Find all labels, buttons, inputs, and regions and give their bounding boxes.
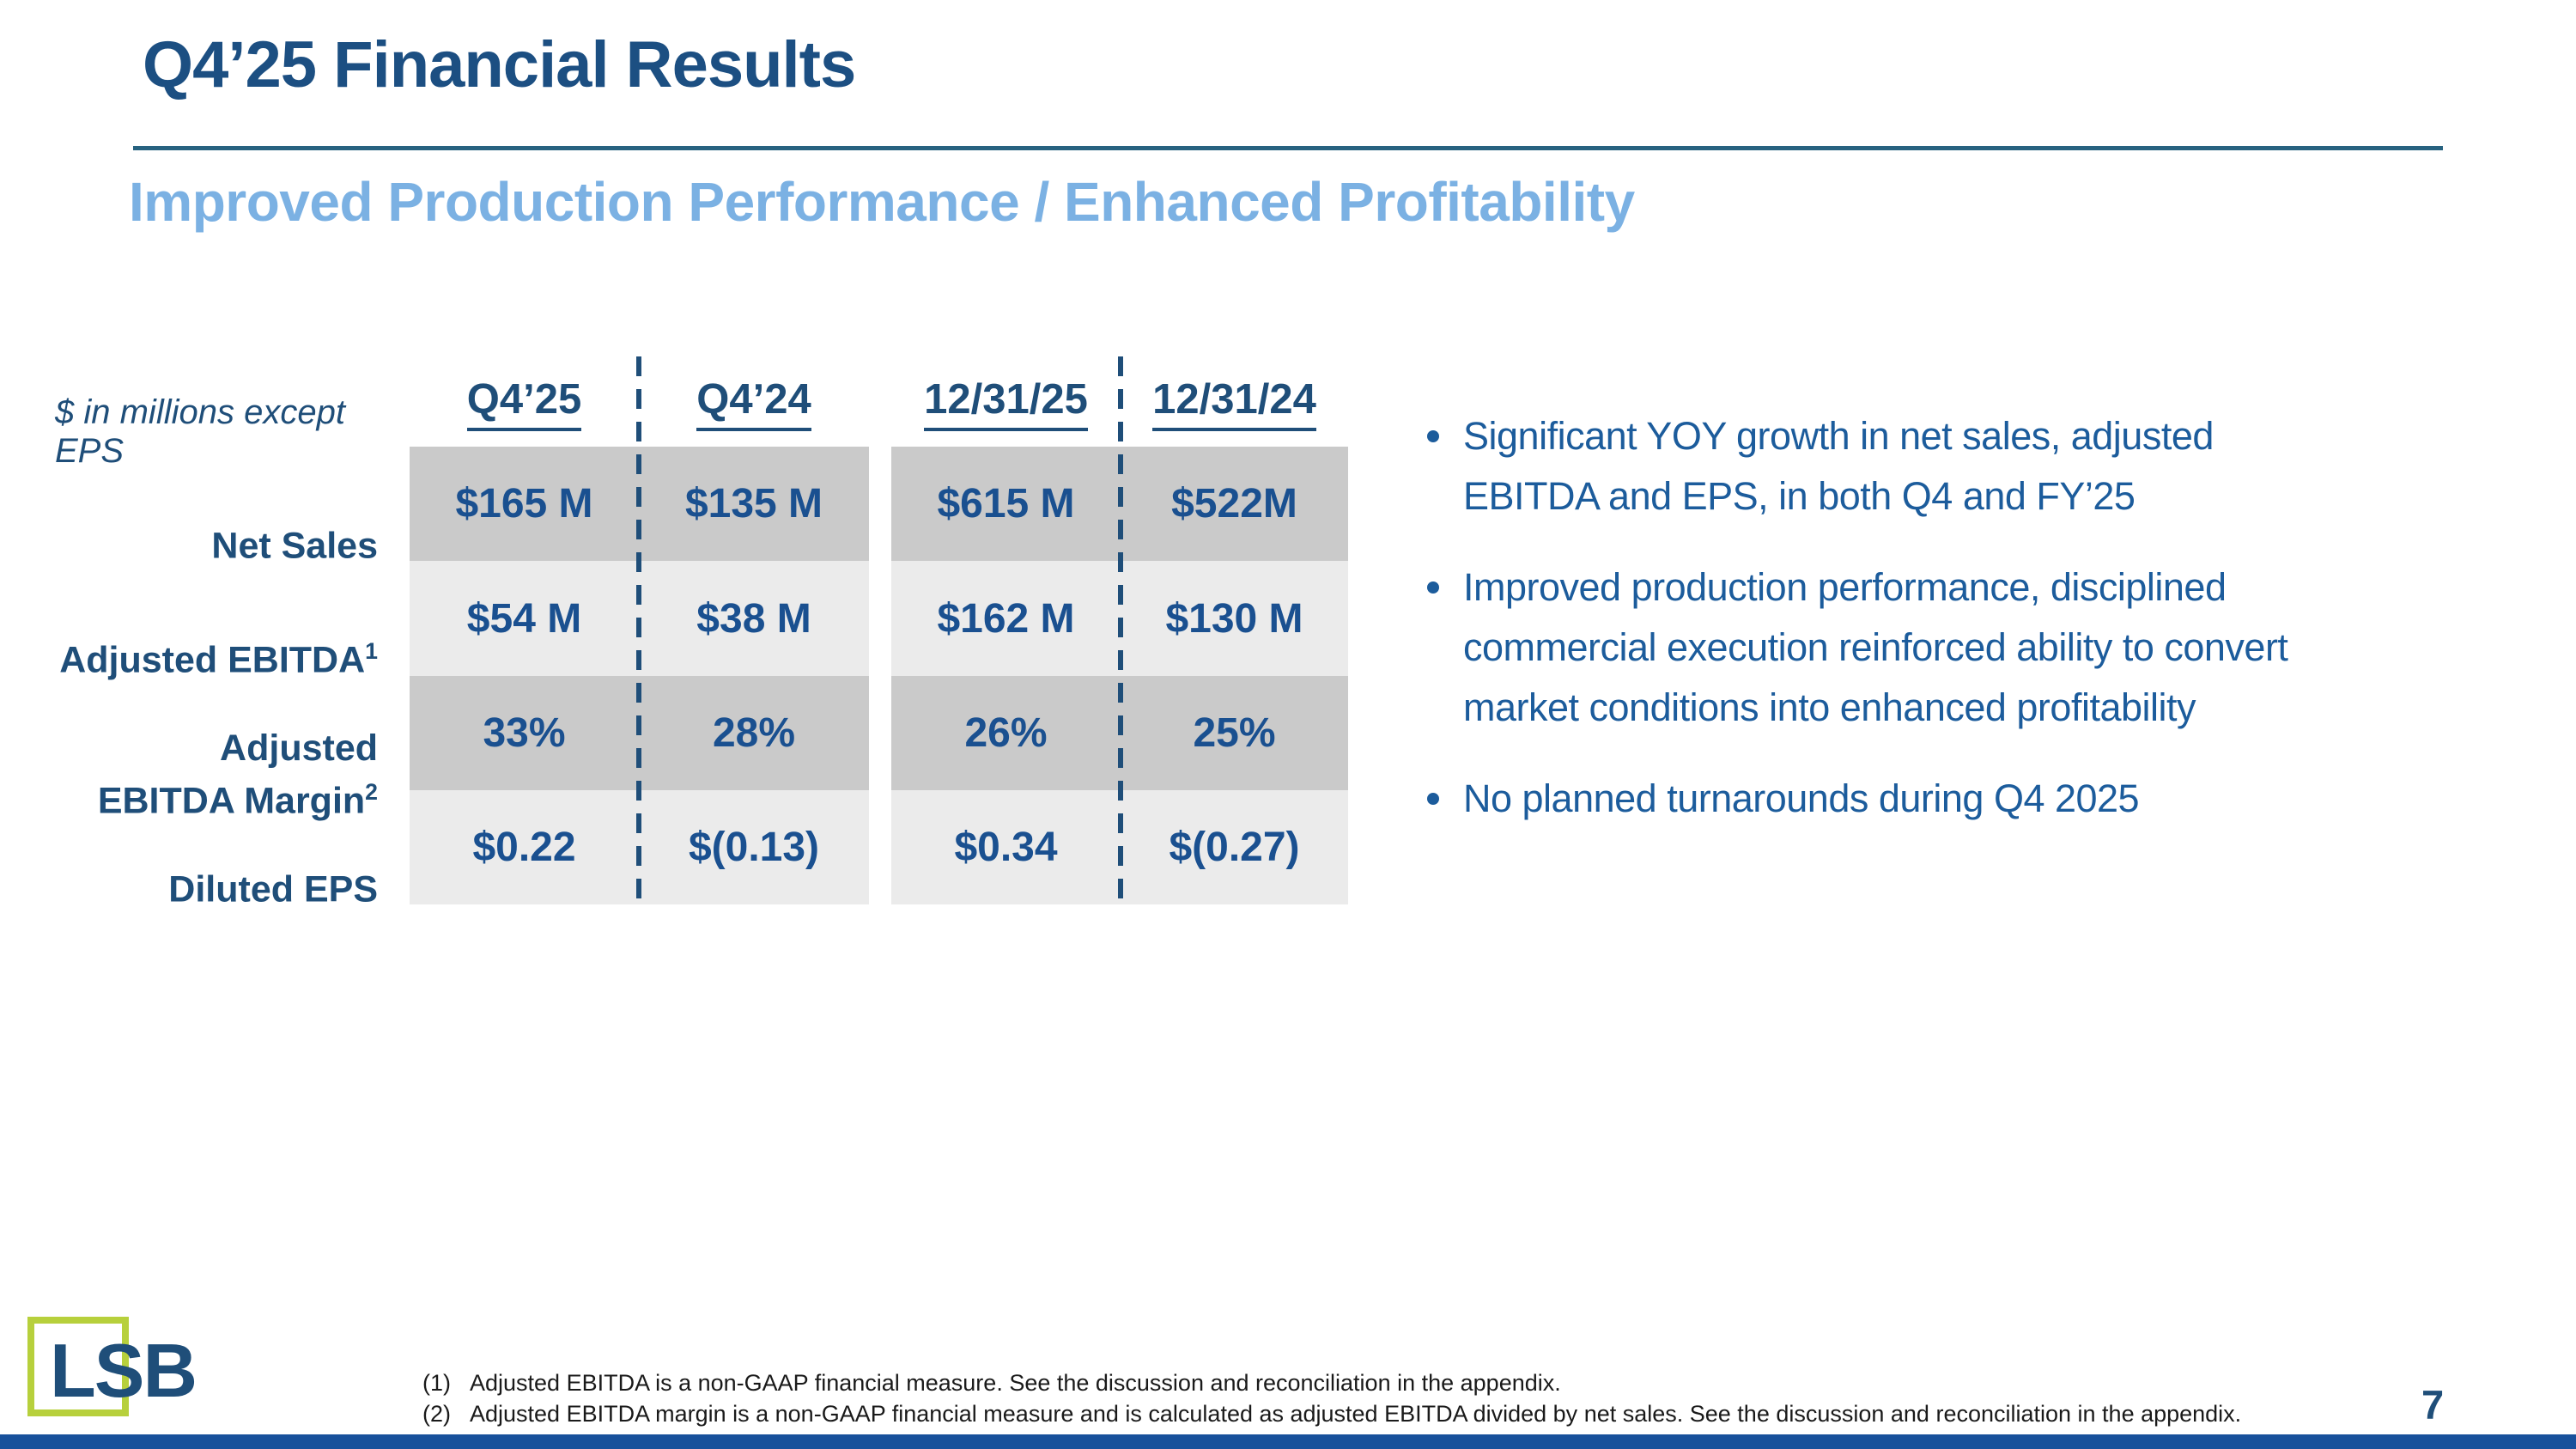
bullet-item: Significant YOY growth in net sales, adj… bbox=[1427, 406, 2500, 527]
table-value: $(0.13) bbox=[688, 825, 820, 870]
table-value: $38 M bbox=[696, 595, 811, 642]
table-value: $522M bbox=[1171, 481, 1297, 527]
table-value: $0.22 bbox=[472, 825, 576, 870]
table-value: $165 M bbox=[455, 481, 593, 527]
table-value: $130 M bbox=[1165, 595, 1303, 642]
row-label: Adjusted EBITDA Margin2 bbox=[97, 728, 378, 822]
bullet-item: No planned turnarounds during Q4 2025 bbox=[1427, 769, 2500, 829]
footnote-text: Adjusted EBITDA margin is a non-GAAP fin… bbox=[470, 1401, 2242, 1427]
page-title: Q4’25 Financial Results bbox=[143, 28, 856, 101]
bullet-text: No planned turnarounds during Q4 2025 bbox=[1463, 776, 2140, 820]
footnote-number: (1) bbox=[422, 1370, 451, 1396]
table-value: $162 M bbox=[937, 595, 1075, 642]
bullet-text: Improved production performance, discipl… bbox=[1463, 565, 2288, 729]
column-header: Q4’24 bbox=[639, 376, 869, 431]
row-label: Diluted EPS bbox=[168, 868, 378, 910]
dashed-divider bbox=[636, 356, 641, 899]
bullet-dot-icon bbox=[1427, 430, 1439, 442]
footnote: (1) Adjusted EBITDA is a non-GAAP financ… bbox=[422, 1367, 2241, 1398]
table-value: 33% bbox=[483, 710, 566, 756]
row-label: Net Sales bbox=[211, 525, 378, 567]
units-note: $ in millions except EPS bbox=[55, 393, 345, 470]
table-value: $135 M bbox=[684, 481, 823, 527]
footnotes: (1) Adjusted EBITDA is a non-GAAP financ… bbox=[422, 1367, 2241, 1429]
table-value: $0.34 bbox=[954, 825, 1058, 870]
table-value: 26% bbox=[964, 710, 1048, 756]
footnote: (2) Adjusted EBITDA margin is a non-GAAP… bbox=[422, 1398, 2241, 1429]
table-value: $54 M bbox=[466, 595, 582, 642]
subtitle: Improved Production Performance / Enhanc… bbox=[129, 171, 1635, 233]
lsb-logo: LSB bbox=[27, 1317, 251, 1428]
bullet-dot-icon bbox=[1427, 581, 1439, 594]
bullet-item: Improved production performance, discipl… bbox=[1427, 557, 2500, 738]
highlights-list: Significant YOY growth in net sales, adj… bbox=[1427, 406, 2500, 860]
dashed-divider bbox=[1118, 356, 1123, 899]
column-header: Q4’25 bbox=[410, 376, 639, 431]
table-value: $615 M bbox=[937, 481, 1075, 527]
column-header: 12/31/25 bbox=[891, 376, 1121, 431]
title-divider bbox=[133, 146, 2443, 150]
footnote-number: (2) bbox=[422, 1401, 451, 1427]
row-label: Adjusted EBITDA1 bbox=[59, 638, 378, 681]
table-value: 25% bbox=[1193, 710, 1276, 756]
page-number: 7 bbox=[2421, 1382, 2445, 1428]
bullet-text: Significant YOY growth in net sales, adj… bbox=[1463, 414, 2214, 518]
bottom-bar bbox=[0, 1434, 2576, 1449]
column-header: 12/31/24 bbox=[1121, 376, 1348, 431]
footnote-text: Adjusted EBITDA is a non-GAAP financial … bbox=[470, 1370, 1561, 1396]
bullet-dot-icon bbox=[1427, 793, 1439, 805]
table-value: $(0.27) bbox=[1169, 825, 1300, 870]
lsb-logo-text: LSB bbox=[50, 1328, 197, 1413]
table-value: 28% bbox=[712, 710, 796, 756]
lsb-logo-square bbox=[27, 1317, 129, 1416]
